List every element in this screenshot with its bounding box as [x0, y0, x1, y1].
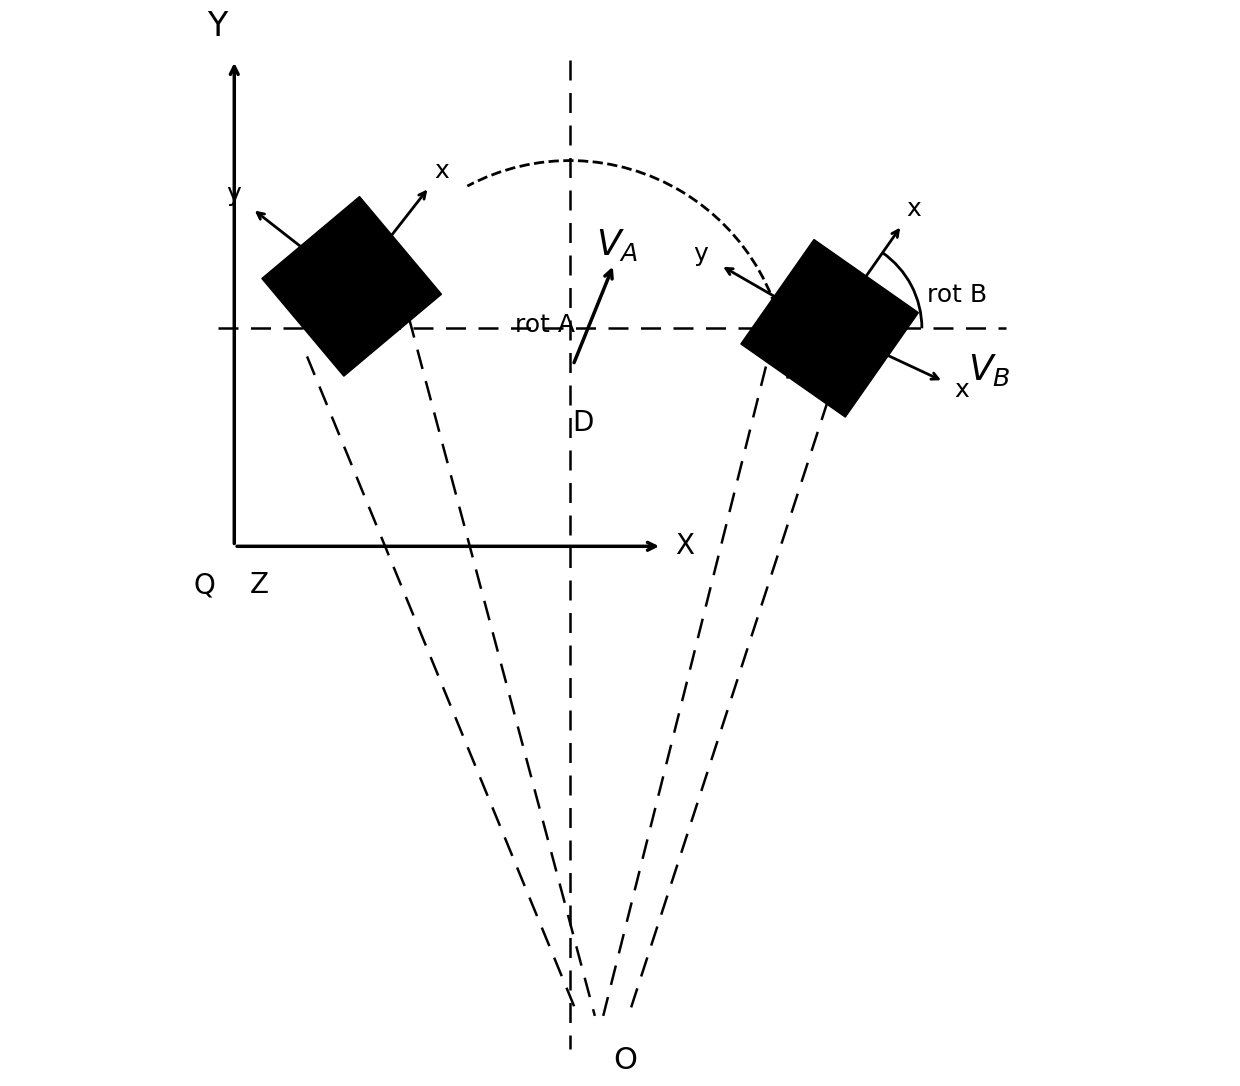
- Text: y: y: [693, 242, 708, 266]
- Text: rot A: rot A: [515, 313, 574, 337]
- Polygon shape: [262, 197, 441, 376]
- Text: $V_A$: $V_A$: [596, 227, 639, 264]
- Text: x: x: [434, 160, 449, 184]
- Text: x: x: [906, 197, 920, 220]
- Text: Y: Y: [207, 10, 228, 43]
- Text: X: X: [676, 532, 694, 560]
- Text: Z: Z: [250, 571, 269, 599]
- Text: $V_B$: $V_B$: [967, 352, 1011, 388]
- Text: rot B: rot B: [928, 282, 987, 306]
- Polygon shape: [740, 240, 919, 417]
- Text: D: D: [573, 408, 594, 437]
- Text: x: x: [955, 378, 970, 402]
- Text: y: y: [227, 182, 242, 206]
- Text: O: O: [613, 1046, 637, 1075]
- Text: Q: Q: [193, 571, 215, 599]
